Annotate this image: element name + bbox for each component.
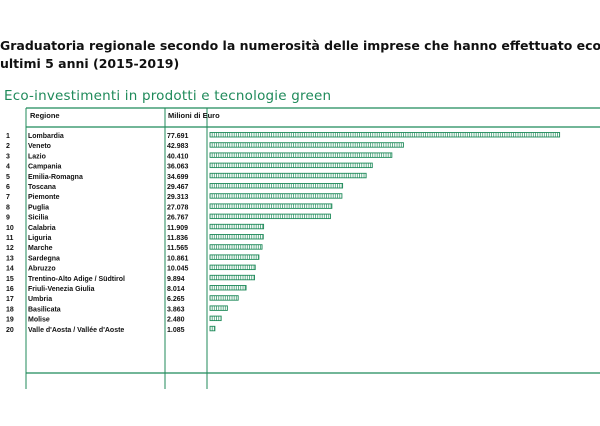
category-label: Molise <box>28 317 50 324</box>
data-label: 3.863 <box>167 306 185 313</box>
data-label: 26.767 <box>167 215 189 222</box>
category-label: Valle d'Aosta / Vallée d'Aoste <box>28 327 124 334</box>
bar <box>209 172 367 179</box>
data-label: 11.909 <box>167 225 188 232</box>
rank-label: 16 <box>6 286 14 293</box>
bar <box>209 285 247 291</box>
rank-label: 19 <box>6 317 14 324</box>
data-label: 2.480 <box>167 317 185 324</box>
data-label: 11.836 <box>167 235 188 242</box>
data-label: 10.045 <box>167 266 189 273</box>
rank-label: 13 <box>6 255 14 262</box>
bar <box>209 162 373 169</box>
bar <box>209 315 222 322</box>
rank-label: 6 <box>6 184 10 191</box>
category-label: Friuli-Venezia Giulia <box>28 286 95 293</box>
headline-line-2: ultimi 5 anni (2015-2019) <box>0 56 180 71</box>
bar <box>209 305 228 311</box>
rank-label: 2 <box>6 143 10 150</box>
category-label: Abruzzo <box>28 266 56 273</box>
data-label: 77.691 <box>167 133 189 140</box>
data-label: 40.410 <box>167 153 189 160</box>
bar <box>209 132 561 138</box>
category-label: Trentino-Alto Adige / Südtirol <box>28 276 125 283</box>
rank-label: 5 <box>6 174 10 181</box>
data-label: 6.265 <box>167 296 185 303</box>
bar <box>209 152 393 158</box>
category-label: Calabria <box>28 225 56 232</box>
category-label: Piemonte <box>28 194 60 201</box>
data-label: 29.313 <box>167 194 189 201</box>
bar <box>209 274 255 281</box>
data-label: 29.467 <box>167 184 189 191</box>
rank-label: 14 <box>6 266 14 273</box>
data-label: 11.565 <box>167 245 188 252</box>
rank-label: 11 <box>6 235 14 242</box>
category-label: Marche <box>28 245 53 252</box>
column-header-region: Regione <box>30 111 60 120</box>
category-label: Sicilia <box>28 215 48 222</box>
data-label: 9.894 <box>167 276 185 283</box>
data-label: 36.063 <box>167 164 189 171</box>
rank-label: 9 <box>6 215 10 222</box>
data-label: 1.085 <box>167 327 185 334</box>
category-label: Lazio <box>28 153 46 160</box>
category-label: Toscana <box>28 184 56 191</box>
category-label: Lombardia <box>28 133 64 140</box>
bar <box>209 264 256 271</box>
data-label: 10.861 <box>167 255 189 262</box>
bar <box>209 295 239 301</box>
headline-line-1: Graduatoria regionale secondo la numeros… <box>0 38 600 53</box>
data-label: 8.014 <box>167 286 185 293</box>
rank-label: 10 <box>6 225 14 232</box>
category-label: Puglia <box>28 204 49 211</box>
rank-label: 1 <box>6 133 10 140</box>
rank-label: 20 <box>6 327 14 334</box>
bar <box>209 325 216 332</box>
rank-label: 7 <box>6 194 10 201</box>
bar <box>209 254 260 260</box>
bar <box>209 213 331 220</box>
category-label: Basilicata <box>28 306 61 313</box>
rank-label: 12 <box>6 245 14 252</box>
data-label: 42.983 <box>167 143 189 150</box>
bar <box>209 203 333 209</box>
category-label: Veneto <box>28 143 51 150</box>
bar <box>209 183 344 189</box>
category-label: Campania <box>28 164 62 171</box>
bar <box>209 142 404 148</box>
column-header-value: Milioni di Euro <box>168 111 220 120</box>
rank-label: 15 <box>6 276 14 283</box>
rank-label: 17 <box>6 296 14 303</box>
bar <box>209 193 343 199</box>
category-label: Umbria <box>28 296 52 303</box>
category-label: Emilia-Romagna <box>28 174 83 181</box>
bar <box>209 234 264 240</box>
data-label: 34.699 <box>167 174 189 181</box>
rank-label: 4 <box>6 164 10 171</box>
rank-label: 3 <box>6 153 10 160</box>
rank-label: 18 <box>6 306 14 313</box>
category-label: Liguria <box>28 235 51 242</box>
bar <box>209 244 263 250</box>
category-label: Sardegna <box>28 255 60 262</box>
bar <box>209 223 265 230</box>
chart-title: Eco-investimenti in prodotti e tecnologi… <box>4 88 332 104</box>
data-label: 27.078 <box>167 204 189 211</box>
chart-headline: Graduatoria regionale secondo la numeros… <box>0 37 600 73</box>
rank-label: 8 <box>6 204 10 211</box>
